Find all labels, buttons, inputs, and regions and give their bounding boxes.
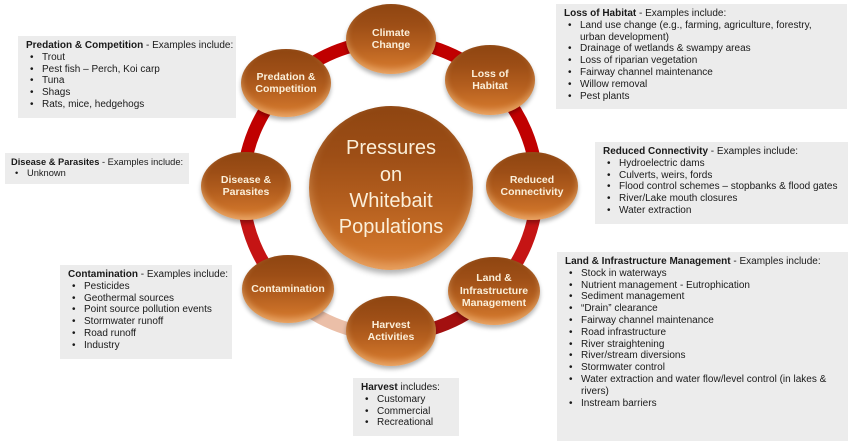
bullet-item: River/stream diversions — [565, 350, 840, 362]
node-label: Predation & Competition — [255, 70, 317, 95]
center-label: Pressures on Whitebait Populations — [338, 137, 444, 239]
bullet-item: Shags — [26, 87, 228, 99]
box-title-tail: - Examples include: — [636, 8, 727, 19]
bullet-item: Customary — [361, 394, 451, 406]
textbox-loss-of-habitat: Loss of Habitat - Examples include: Land… — [556, 4, 847, 110]
bullet-item: Stormwater runoff — [68, 316, 224, 328]
bullet-item: River straightening — [565, 339, 840, 351]
bullet-item: Willow removal — [564, 79, 839, 91]
bullet-item: Road runoff — [68, 328, 224, 340]
textbox-harvest: Harvest includes: CustomaryCommercialRec… — [353, 378, 459, 437]
box-title-tail: - Examples include: — [730, 256, 821, 267]
box-title-name: Loss of Habitat — [564, 8, 637, 19]
bullet-item: Tuna — [26, 75, 228, 87]
node-climate-change: Climate Change — [346, 4, 436, 74]
textbox-disease-parasites: Disease & Parasites - Examples include: … — [5, 153, 189, 184]
node-label: Harvest Activities — [367, 318, 415, 343]
bullet-item: Rats, mice, hedgehogs — [26, 99, 228, 111]
center-circle: Pressures on Whitebait Populations — [309, 106, 473, 270]
node-label: Loss of Habitat — [471, 67, 509, 92]
box-title: Contamination - Examples include: — [68, 269, 228, 281]
bullet-item: Fairway channel maintenance — [565, 315, 840, 327]
bullet-list: Land use change (e.g., farming, agricult… — [564, 20, 839, 103]
box-title-name: Disease & Parasites — [11, 157, 100, 167]
bullet-item: River/Lake mouth closures — [603, 193, 840, 205]
box-title: Disease & Parasites - Examples include: — [11, 157, 183, 168]
bullet-item: Point source pollution events — [68, 304, 224, 316]
bullet-item: Unknown — [11, 168, 183, 179]
node-label: Disease & Parasites — [220, 173, 272, 198]
bullet-list: CustomaryCommercialRecreational — [361, 394, 451, 429]
bullet-item: Water extraction and water flow/level co… — [565, 374, 840, 398]
bullet-list: TroutPest fish – Perch, Koi carpTunaShag… — [26, 52, 228, 111]
bullet-item: Commercial — [361, 406, 451, 418]
bullet-item: Water extraction — [603, 205, 840, 217]
node-loss-of-habitat: Loss of Habitat — [445, 45, 535, 115]
box-title-tail: includes: — [397, 382, 440, 393]
bullet-item: Road infrastructure — [565, 327, 840, 339]
bullet-list: PesticidesGeothermal sourcesPoint source… — [68, 281, 224, 352]
node-disease-parasites: Disease & Parasites — [201, 152, 291, 220]
bullet-item: Recreational — [361, 417, 451, 429]
bullet-item: Instream barriers — [565, 398, 840, 410]
node-harvest-activities: Harvest Activities — [346, 296, 436, 366]
box-title-name: Predation & Competition — [26, 40, 144, 51]
node-land-infrastructure-management: Land & Infrastructure Management — [448, 257, 540, 325]
box-title: Reduced Connectivity - Examples include: — [603, 146, 840, 158]
bullet-item: Fairway channel maintenance — [564, 67, 839, 79]
bullet-item: Culverts, weirs, fords — [603, 170, 840, 182]
node-predation-competition: Predation & Competition — [241, 49, 331, 117]
bullet-item: Stock in waterways — [565, 268, 840, 280]
box-title-name: Reduced Connectivity — [603, 146, 709, 157]
box-title-tail: - Examples include: — [143, 40, 234, 51]
node-contamination: Contamination — [242, 255, 334, 323]
box-title: Land & Infrastructure Management - Examp… — [565, 256, 840, 268]
bullet-item: Flood control schemes – stopbanks & floo… — [603, 181, 840, 193]
node-label: Climate Change — [371, 26, 411, 51]
box-title-name: Contamination — [68, 269, 138, 280]
textbox-land-infrastructure-management: Land & Infrastructure Management - Examp… — [557, 252, 848, 441]
box-title: Harvest includes: — [361, 382, 451, 394]
node-reduced-connectivity: Reduced Connectivity — [486, 152, 578, 220]
bullet-list: Hydroelectric damsCulverts, weirs, fords… — [603, 158, 840, 217]
box-title: Loss of Habitat - Examples include: — [564, 8, 839, 20]
bullet-item: Industry — [68, 340, 224, 352]
bullet-item: Pest plants — [564, 91, 839, 103]
textbox-contamination: Contamination - Examples include: Pestic… — [60, 265, 232, 359]
bullet-item: Drainage of wetlands & swampy areas — [564, 43, 839, 55]
bullet-list: Unknown — [11, 168, 183, 179]
textbox-predation-competition: Predation & Competition - Examples inclu… — [18, 36, 236, 118]
bullet-list: Stock in waterwaysNutrient management - … — [565, 268, 840, 410]
bullet-item: Nutrient management - Eutrophication — [565, 280, 840, 292]
box-title-name: Harvest — [361, 382, 398, 393]
bullet-item: Land use change (e.g., farming, agricult… — [564, 20, 839, 44]
bullet-item: Hydroelectric dams — [603, 158, 840, 170]
textbox-reduced-connectivity: Reduced Connectivity - Examples include:… — [595, 142, 848, 224]
box-title-tail: - Examples include: — [99, 157, 184, 167]
bullet-item: Pest fish – Perch, Koi carp — [26, 64, 228, 76]
bullet-item: Sediment management — [565, 291, 840, 303]
bullet-item: Stormwater control — [565, 362, 840, 374]
bullet-item: Geothermal sources — [68, 293, 224, 305]
node-label: Land & Infrastructure Management — [459, 272, 529, 310]
bullet-item: Trout — [26, 52, 228, 64]
box-title: Predation & Competition - Examples inclu… — [26, 40, 233, 52]
bullet-item: Loss of riparian vegetation — [564, 55, 839, 67]
box-title-name: Land & Infrastructure Management — [565, 256, 731, 267]
node-label: Reduced Connectivity — [500, 173, 564, 198]
box-title-tail: - Examples include: — [138, 269, 229, 280]
node-label: Contamination — [251, 282, 325, 295]
bullet-item: “Drain” clearance — [565, 303, 840, 315]
bullet-item: Pesticides — [68, 281, 224, 293]
box-title-tail: - Examples include: — [708, 146, 799, 157]
